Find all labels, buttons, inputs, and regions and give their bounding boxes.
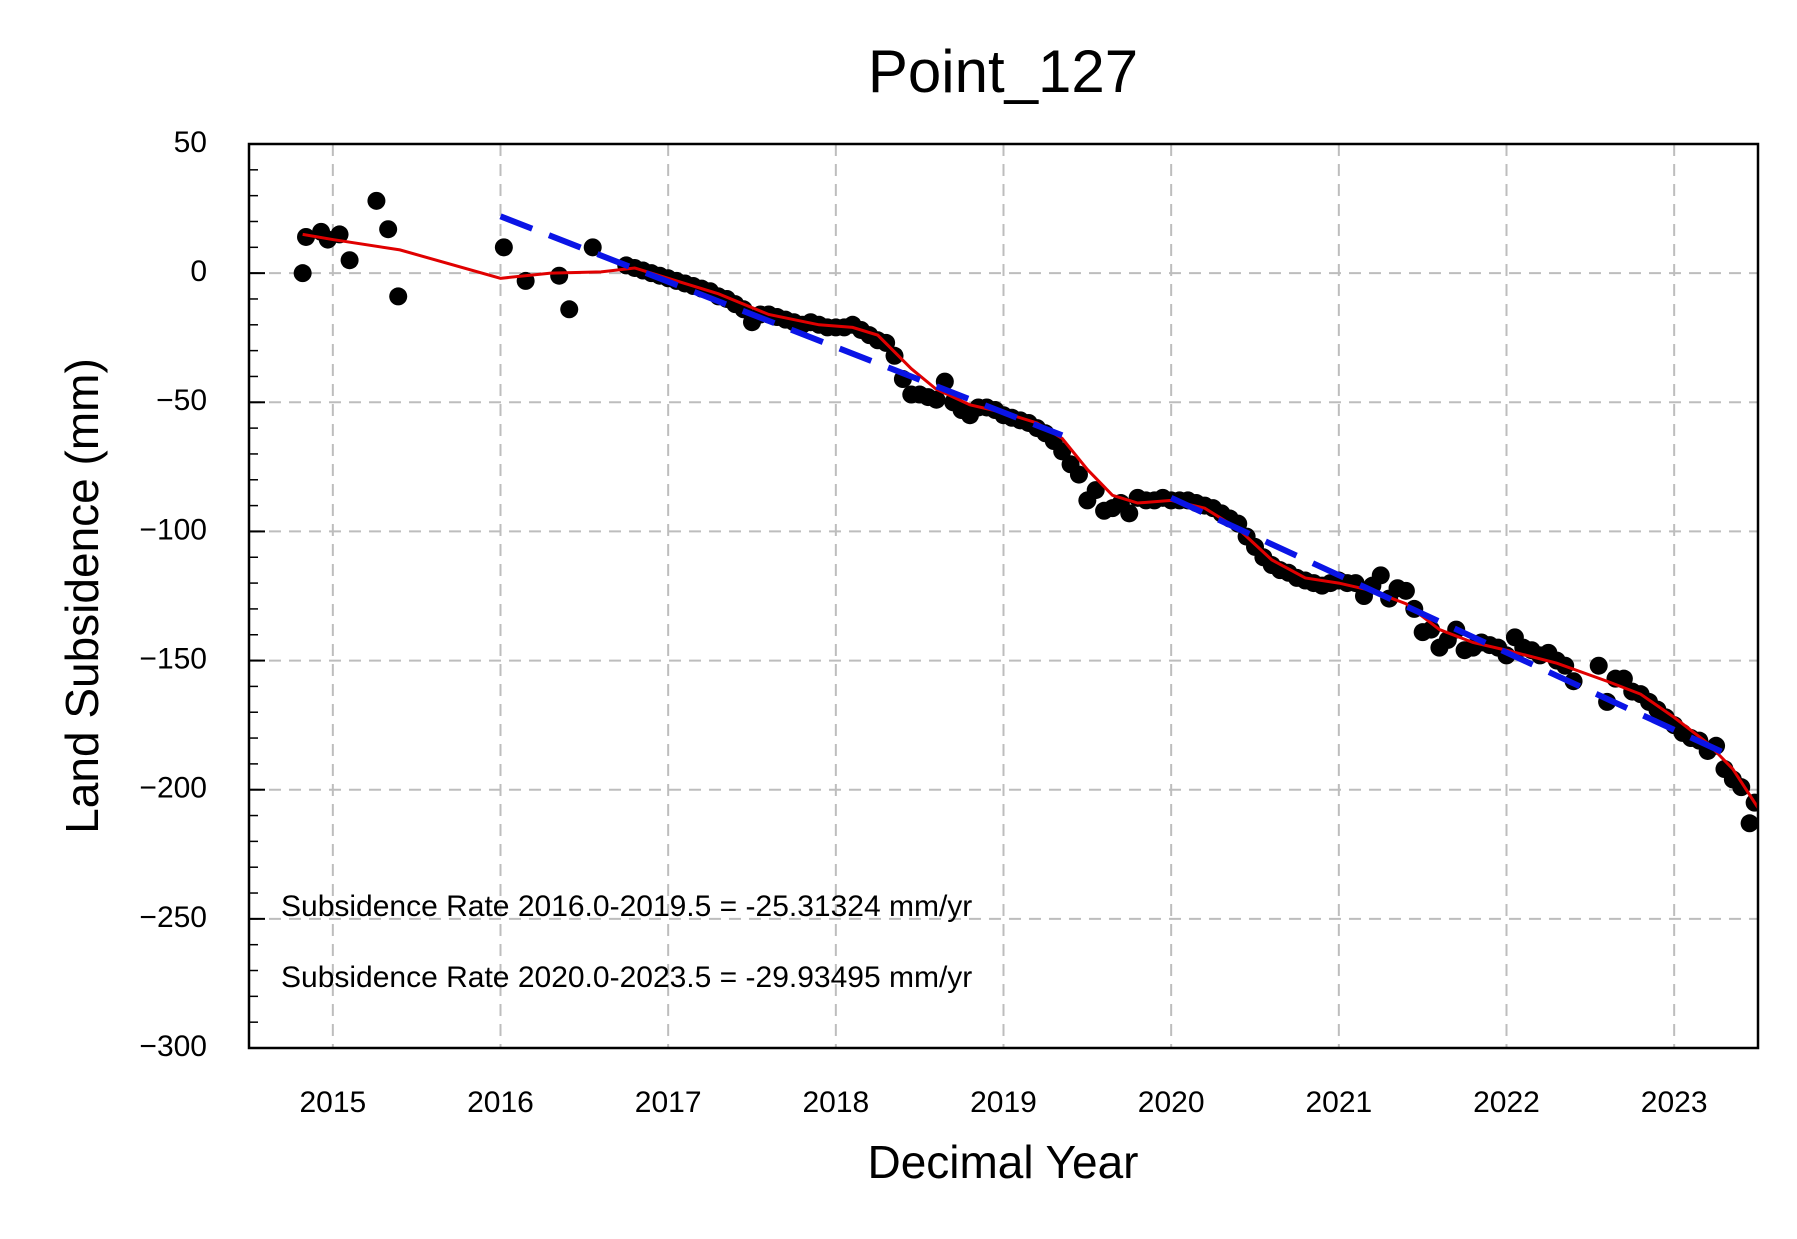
annotation: Subsidence Rate 2020.0-2023.5 = -29.9349… bbox=[281, 961, 972, 994]
data-point bbox=[885, 346, 904, 365]
data-point bbox=[297, 227, 316, 246]
data-point bbox=[1740, 814, 1758, 833]
data-point bbox=[1614, 669, 1633, 688]
x-tick-label: 2018 bbox=[802, 1086, 869, 1119]
data-point bbox=[367, 191, 386, 210]
data-point bbox=[1589, 656, 1608, 675]
chart-title: Point_127 bbox=[868, 38, 1138, 105]
x-tick-label: 2019 bbox=[970, 1086, 1037, 1119]
x-tick-label: 2020 bbox=[1138, 1086, 1205, 1119]
data-point bbox=[1396, 581, 1415, 600]
y-tick-label: −100 bbox=[139, 513, 207, 546]
y-tick-label: −50 bbox=[156, 384, 207, 417]
data-point bbox=[340, 251, 359, 270]
data-point bbox=[1086, 481, 1105, 500]
x-tick-label: 2015 bbox=[299, 1086, 366, 1119]
y-tick-label: −150 bbox=[139, 642, 207, 675]
x-tick-label: 2022 bbox=[1473, 1086, 1540, 1119]
y-tick-label: −300 bbox=[139, 1030, 207, 1063]
data-point bbox=[1120, 504, 1139, 523]
y-tick-label: 50 bbox=[174, 126, 207, 159]
smooth-line bbox=[302, 232, 1758, 809]
data-point bbox=[494, 238, 513, 257]
data-point bbox=[293, 264, 312, 283]
y-tick-label: −250 bbox=[139, 901, 207, 934]
data-point bbox=[550, 266, 569, 285]
data-point bbox=[379, 220, 398, 239]
data-point bbox=[560, 300, 579, 319]
data-point bbox=[1745, 793, 1758, 812]
y-tick-label: 0 bbox=[190, 255, 207, 288]
data-point bbox=[583, 238, 602, 257]
annotation: Subsidence Rate 2016.0-2019.5 = -25.3132… bbox=[281, 890, 972, 923]
y-tick-label: −200 bbox=[139, 772, 207, 805]
data-point bbox=[1053, 442, 1072, 461]
plot-frame bbox=[247, 142, 1760, 1050]
x-tick-label: 2023 bbox=[1641, 1086, 1708, 1119]
data-point bbox=[927, 390, 946, 409]
data-point bbox=[389, 287, 408, 306]
x-tick-label: 2016 bbox=[467, 1086, 534, 1119]
plot-area bbox=[293, 191, 1758, 833]
x-tick-label: 2021 bbox=[1305, 1086, 1372, 1119]
y-axis-label: Land Subsidence (mm) bbox=[56, 358, 108, 834]
data-point bbox=[1069, 465, 1088, 484]
data-point bbox=[1371, 566, 1390, 585]
x-tick-label: 2017 bbox=[635, 1086, 702, 1119]
x-axis-label: Decimal Year bbox=[867, 1136, 1138, 1188]
